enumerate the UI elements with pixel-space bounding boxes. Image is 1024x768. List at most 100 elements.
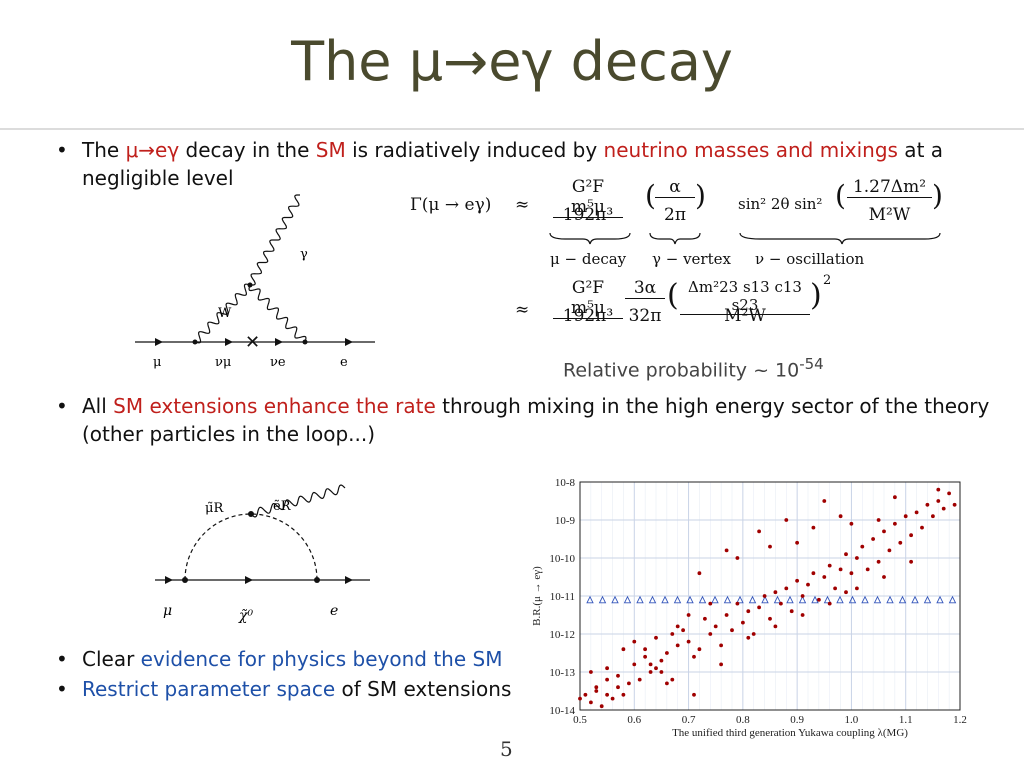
data-point <box>909 533 913 538</box>
label-e: e <box>330 603 338 619</box>
data-point <box>865 567 870 572</box>
data-point <box>855 586 859 591</box>
limit-triangle-icon <box>711 595 719 604</box>
y-tick-label: 10-10 <box>549 553 575 565</box>
data-point <box>686 639 691 644</box>
data-point <box>779 601 783 606</box>
data-point <box>648 662 653 667</box>
data-point <box>762 594 767 598</box>
data-point <box>643 654 647 659</box>
x-tick-label: 0.8 <box>736 714 750 726</box>
data-point <box>784 586 789 591</box>
data-point <box>594 685 599 690</box>
limit-triangle-icon <box>611 595 619 604</box>
x-tick-label: 1.2 <box>953 714 967 726</box>
formula-t3-prefix: sin² 2θ sin² <box>738 195 823 213</box>
data-point <box>643 647 647 652</box>
data-point <box>882 575 886 579</box>
label-nu-mu: νμ <box>215 355 231 370</box>
data-point <box>610 696 615 701</box>
formula-t1-num: G²F m⁵μ <box>553 177 623 218</box>
data-point <box>827 563 832 568</box>
limit-triangle-icon <box>736 595 744 604</box>
bullet-1-part: neutrino masses and mixings <box>603 138 898 162</box>
data-point <box>909 559 913 564</box>
limit-triangle-icon <box>823 595 832 604</box>
data-point <box>811 571 816 576</box>
data-point <box>876 518 881 522</box>
bullet-2-part: SM extensions enhance the rate <box>113 394 436 418</box>
label-W: W <box>218 306 232 321</box>
x-axis-label: The unified third generation Yukawa coup… <box>672 727 908 739</box>
data-point <box>578 696 582 701</box>
y-tick-label: 10-8 <box>555 477 576 489</box>
susy-feynman-diagram: μ̃R ẽR μ χ̃⁰ e <box>155 484 370 624</box>
data-point <box>735 556 740 560</box>
limit-triangle-icon <box>686 595 694 604</box>
data-point <box>800 594 805 598</box>
data-point <box>621 692 626 697</box>
limit-triangle-icon <box>811 595 819 604</box>
data-point <box>827 601 832 606</box>
bullet-4-text: Restrict parameter space of SM extension… <box>82 677 511 701</box>
data-point <box>795 540 799 545</box>
y-axis-label: B.R.(μ → eγ) <box>531 566 543 626</box>
data-point <box>665 651 669 655</box>
data-point <box>952 502 957 507</box>
data-point <box>903 514 908 519</box>
relative-probability-exponent: -54 <box>799 355 824 373</box>
data-point <box>697 571 702 576</box>
formula-l2-exponent: 2 <box>823 273 832 288</box>
formula-t2-num: α <box>655 177 695 198</box>
y-tick-label: 10-12 <box>549 629 575 641</box>
data-point <box>887 548 892 553</box>
bullet-dot: • <box>56 647 68 671</box>
formula-t3-den: M²W <box>868 205 911 225</box>
limit-triangle-icon <box>848 595 857 604</box>
label-e: e <box>340 355 348 370</box>
data-point <box>632 662 637 667</box>
data-point <box>594 689 599 693</box>
data-point <box>844 552 848 557</box>
data-point <box>724 613 729 617</box>
data-point <box>768 616 772 621</box>
y-tick-label: 10-9 <box>555 515 576 527</box>
bullet-1-part: SM <box>315 138 346 162</box>
limit-triangle-icon <box>861 595 869 604</box>
limit-triangle-icon <box>636 595 644 604</box>
bullet-4: • Restrict parameter space of SM extensi… <box>56 675 542 703</box>
bullet-4-part: of SM extensions <box>335 677 512 701</box>
chart-ticks: 0.5 0.6 0.7 0.8 0.9 1.0 1.1 1.2 10-14 10-13 10-12 1… <box>549 477 967 726</box>
data-point <box>627 681 631 686</box>
bullet-2-part: through mixing in the high energy sector… <box>435 394 990 418</box>
data-point <box>599 704 604 709</box>
data-point <box>675 643 680 648</box>
data-point <box>659 658 664 663</box>
bullet-dot: • <box>56 138 68 162</box>
limit-triangle-icon <box>748 595 757 604</box>
data-point <box>822 499 827 503</box>
formula-l2-den1: 192π³ <box>562 306 614 326</box>
brace-label-gamma-vertex: γ − vertex <box>652 250 731 268</box>
limit-triangle-icon <box>598 595 607 604</box>
label-gamma: γ <box>300 247 308 262</box>
data-point <box>920 525 924 530</box>
data-point <box>665 681 669 686</box>
data-point <box>811 525 816 530</box>
vertex <box>182 577 188 583</box>
bullet-1-part: at a <box>897 138 944 162</box>
bullet-3-text: Clear evidence for physics beyond the SM <box>82 647 502 671</box>
data-point <box>914 510 919 515</box>
bullet-2-line2: (other particles in the loop...) <box>82 422 376 446</box>
data-point <box>838 567 843 572</box>
data-point <box>893 495 897 500</box>
formula-approx: ≈ <box>515 195 530 215</box>
bullet-1-line1: The μ→eγ decay in the SM is radiatively … <box>82 138 943 162</box>
data-point <box>789 609 794 614</box>
limit-triangle-icon <box>873 595 882 604</box>
formula-l2-num3: Δm²23 s13 c13 s23 <box>680 278 810 315</box>
data-point <box>659 670 664 674</box>
branching-ratio-scatter-chart: 0.5 0.6 0.7 0.8 0.9 1.0 1.1 1.2 10-14 10-13 10-12 1… <box>531 477 967 739</box>
data-point <box>833 586 837 591</box>
data-point <box>849 571 854 576</box>
